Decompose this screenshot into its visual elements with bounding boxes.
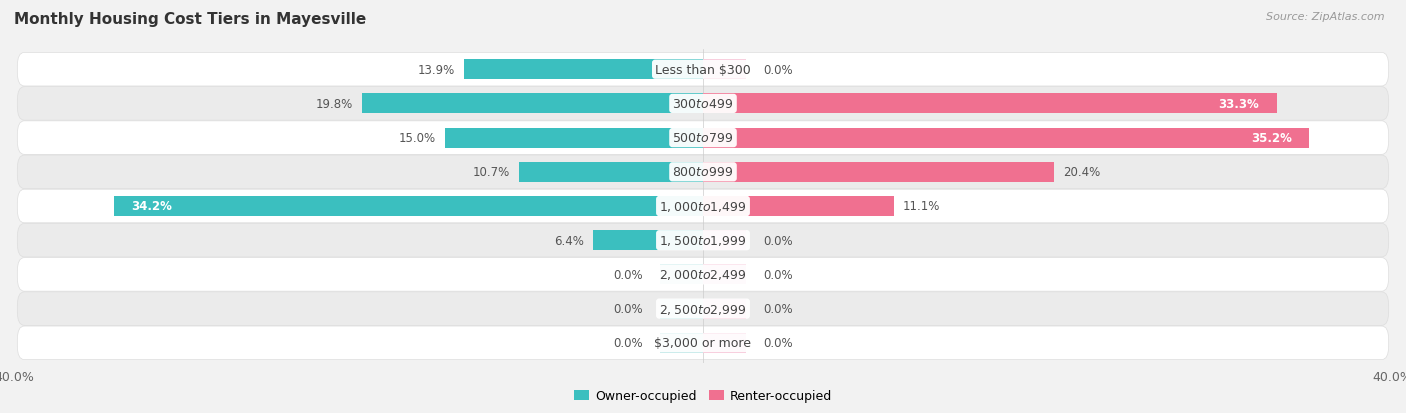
Bar	[659, 299, 703, 319]
Text: Monthly Housing Cost Tiers in Mayesville: Monthly Housing Cost Tiers in Mayesville	[14, 12, 367, 27]
Bar	[703, 299, 747, 319]
Text: 33.3%: 33.3%	[1219, 97, 1260, 111]
FancyBboxPatch shape	[17, 121, 1389, 155]
FancyBboxPatch shape	[17, 258, 1389, 292]
Text: 0.0%: 0.0%	[763, 64, 793, 76]
Text: 20.4%: 20.4%	[1063, 166, 1101, 179]
Text: $3,000 or more: $3,000 or more	[655, 337, 751, 349]
Bar	[659, 265, 703, 285]
Text: 11.1%: 11.1%	[903, 200, 941, 213]
Text: 10.7%: 10.7%	[472, 166, 510, 179]
Text: $2,000 to $2,499: $2,000 to $2,499	[659, 268, 747, 282]
Text: 0.0%: 0.0%	[763, 234, 793, 247]
Text: 0.0%: 0.0%	[763, 337, 793, 349]
Bar	[593, 231, 703, 251]
Text: 13.9%: 13.9%	[418, 64, 456, 76]
Bar	[703, 162, 1054, 182]
FancyBboxPatch shape	[17, 88, 1389, 121]
Bar	[659, 333, 703, 353]
Text: Source: ZipAtlas.com: Source: ZipAtlas.com	[1267, 12, 1385, 22]
FancyBboxPatch shape	[17, 224, 1389, 257]
Bar	[361, 94, 703, 114]
Bar	[703, 265, 747, 285]
Text: 0.0%: 0.0%	[613, 337, 643, 349]
Text: $2,500 to $2,999: $2,500 to $2,999	[659, 302, 747, 316]
Text: Less than $300: Less than $300	[655, 64, 751, 76]
Legend: Owner-occupied, Renter-occupied: Owner-occupied, Renter-occupied	[568, 385, 838, 408]
Text: $300 to $499: $300 to $499	[672, 97, 734, 111]
Text: 35.2%: 35.2%	[1251, 132, 1292, 145]
FancyBboxPatch shape	[17, 156, 1389, 189]
Text: 0.0%: 0.0%	[613, 268, 643, 281]
FancyBboxPatch shape	[17, 53, 1389, 87]
Bar	[114, 197, 703, 216]
Text: $1,000 to $1,499: $1,000 to $1,499	[659, 199, 747, 214]
Text: 0.0%: 0.0%	[763, 268, 793, 281]
Bar	[703, 128, 1309, 148]
FancyBboxPatch shape	[17, 292, 1389, 325]
Text: 34.2%: 34.2%	[131, 200, 172, 213]
Bar	[444, 128, 703, 148]
Text: 19.8%: 19.8%	[316, 97, 353, 111]
Text: 0.0%: 0.0%	[613, 302, 643, 316]
Bar	[703, 60, 747, 80]
Bar	[703, 231, 747, 251]
Text: $800 to $999: $800 to $999	[672, 166, 734, 179]
Text: 15.0%: 15.0%	[399, 132, 436, 145]
Bar	[519, 162, 703, 182]
Bar	[703, 333, 747, 353]
FancyBboxPatch shape	[17, 190, 1389, 223]
Bar	[703, 94, 1277, 114]
Bar	[703, 197, 894, 216]
Text: $500 to $799: $500 to $799	[672, 132, 734, 145]
Bar	[464, 60, 703, 80]
FancyBboxPatch shape	[17, 326, 1389, 360]
Text: 0.0%: 0.0%	[763, 302, 793, 316]
Text: 6.4%: 6.4%	[554, 234, 583, 247]
Text: $1,500 to $1,999: $1,500 to $1,999	[659, 234, 747, 248]
